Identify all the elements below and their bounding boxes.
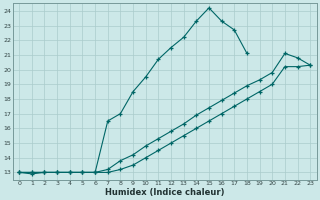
- X-axis label: Humidex (Indice chaleur): Humidex (Indice chaleur): [105, 188, 224, 197]
